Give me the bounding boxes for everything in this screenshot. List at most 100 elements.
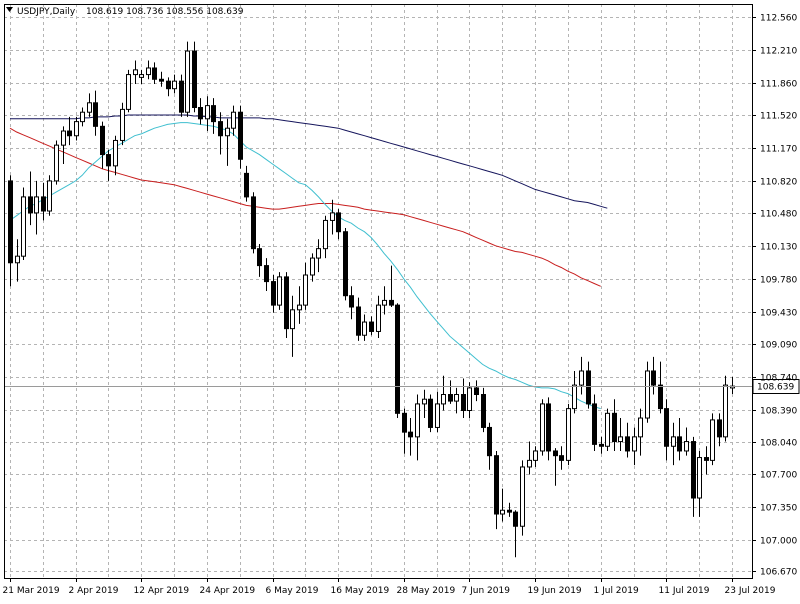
candle[interactable] <box>159 71 164 87</box>
candle[interactable] <box>74 116 79 141</box>
candle[interactable] <box>448 380 453 404</box>
candle[interactable] <box>126 69 131 113</box>
candle[interactable] <box>704 446 709 475</box>
candle[interactable] <box>297 286 302 324</box>
candle[interactable] <box>533 446 538 467</box>
candle[interactable] <box>618 418 623 451</box>
candle[interactable] <box>415 394 420 461</box>
candle[interactable] <box>15 239 20 282</box>
candle[interactable] <box>336 209 341 240</box>
candle[interactable] <box>343 227 348 301</box>
candle[interactable] <box>264 258 269 291</box>
candle[interactable] <box>271 275 276 313</box>
candle[interactable] <box>231 105 236 136</box>
candle[interactable] <box>277 272 282 310</box>
candle[interactable] <box>139 69 144 84</box>
candle[interactable] <box>467 382 472 419</box>
candle[interactable] <box>454 387 459 414</box>
candle[interactable] <box>330 199 335 235</box>
candle[interactable] <box>389 265 394 307</box>
candle[interactable] <box>684 427 689 456</box>
candle[interactable] <box>723 375 728 442</box>
candle[interactable] <box>356 297 361 341</box>
candle[interactable] <box>474 380 479 402</box>
candlesticks[interactable] <box>8 41 735 558</box>
candle[interactable] <box>461 378 466 419</box>
candle[interactable] <box>192 41 197 113</box>
candle[interactable] <box>658 361 663 414</box>
candle[interactable] <box>651 356 656 395</box>
candle[interactable] <box>284 272 289 339</box>
candle[interactable] <box>47 175 52 216</box>
candle[interactable] <box>185 41 190 117</box>
candle[interactable] <box>93 90 98 136</box>
candle[interactable] <box>238 105 243 169</box>
candle[interactable] <box>592 394 597 451</box>
candle[interactable] <box>54 140 59 185</box>
candle[interactable] <box>507 502 512 517</box>
candle[interactable] <box>303 262 308 310</box>
candle[interactable] <box>316 239 321 273</box>
candle[interactable] <box>559 446 564 470</box>
candle[interactable] <box>152 62 157 84</box>
candle[interactable] <box>349 286 354 320</box>
candle[interactable] <box>80 107 85 127</box>
candle[interactable] <box>632 427 637 466</box>
candle[interactable] <box>8 175 13 287</box>
candle[interactable] <box>61 126 66 164</box>
candle[interactable] <box>362 314 367 341</box>
candle[interactable] <box>494 450 499 530</box>
candle[interactable] <box>500 488 505 522</box>
candle[interactable] <box>382 286 387 315</box>
candle[interactable] <box>257 243 262 277</box>
candle[interactable] <box>106 149 111 181</box>
candle[interactable] <box>422 389 427 419</box>
candle[interactable] <box>251 192 256 254</box>
candle[interactable] <box>428 394 433 433</box>
candle[interactable] <box>441 375 446 411</box>
candle[interactable] <box>34 180 39 235</box>
candle[interactable] <box>146 60 151 80</box>
candle[interactable] <box>487 422 492 470</box>
candle[interactable] <box>435 391 440 433</box>
candle[interactable] <box>67 116 72 146</box>
candle[interactable] <box>553 448 558 486</box>
candle[interactable] <box>520 460 525 536</box>
candle[interactable] <box>376 295 381 339</box>
candle[interactable] <box>605 408 610 451</box>
candle[interactable] <box>198 98 203 125</box>
candle[interactable] <box>599 436 604 454</box>
candle[interactable] <box>21 187 26 260</box>
candle[interactable] <box>664 399 669 461</box>
candle[interactable] <box>179 74 184 117</box>
candle[interactable] <box>527 441 532 475</box>
candle[interactable] <box>566 403 571 466</box>
candle[interactable] <box>323 215 328 259</box>
candle[interactable] <box>677 418 682 461</box>
candle[interactable] <box>172 74 177 94</box>
candle[interactable] <box>402 408 407 454</box>
candle[interactable] <box>546 397 551 461</box>
candle[interactable] <box>28 171 33 226</box>
candle[interactable] <box>244 165 249 202</box>
candle[interactable] <box>290 295 295 357</box>
candle[interactable] <box>638 408 643 456</box>
candle[interactable] <box>671 422 676 466</box>
candle[interactable] <box>586 361 591 409</box>
candle[interactable] <box>41 182 46 221</box>
candle[interactable] <box>612 399 617 451</box>
candle[interactable] <box>395 303 400 419</box>
candle[interactable] <box>710 413 715 466</box>
candle[interactable] <box>87 93 92 117</box>
candle[interactable] <box>540 399 545 456</box>
candle[interactable] <box>717 413 722 447</box>
candle[interactable] <box>625 422 630 458</box>
candle[interactable] <box>120 102 125 146</box>
candle[interactable] <box>691 436 696 517</box>
candle[interactable] <box>100 121 105 169</box>
candle[interactable] <box>133 60 138 84</box>
candle[interactable] <box>572 370 577 414</box>
candle[interactable] <box>697 450 702 517</box>
